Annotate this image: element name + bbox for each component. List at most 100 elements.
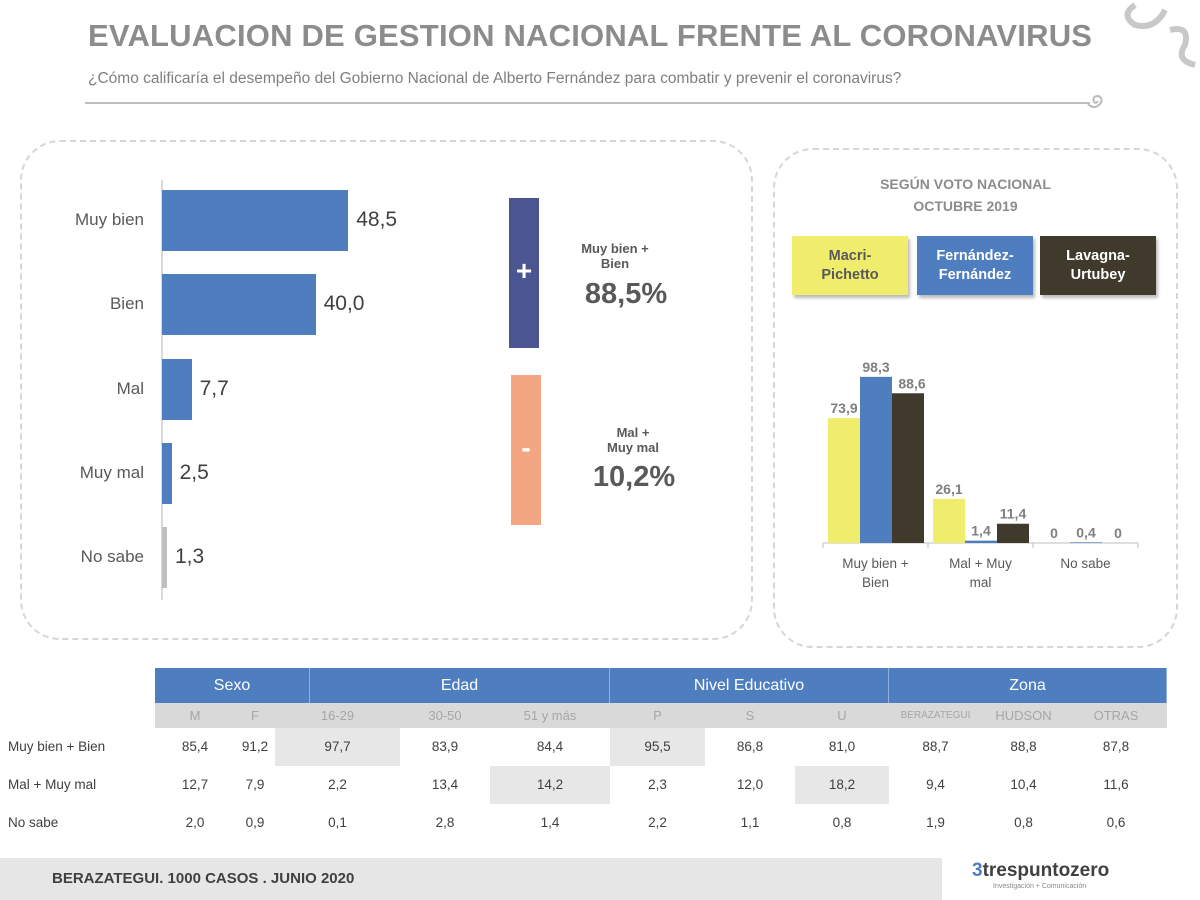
table-column-header: HUDSON (982, 703, 1065, 728)
footer-text: BERAZATEGUI. 1000 CASOS . JUNIO 2020 (52, 870, 355, 887)
table-cell: 0,9 (245, 815, 265, 830)
table-cell: 18,2 (795, 766, 889, 804)
table-column-header: U (795, 703, 889, 728)
bar (162, 527, 167, 589)
category-label: Muy bien (75, 210, 144, 229)
vote-chart-title-line2: OCTUBRE 2019 (913, 198, 1018, 214)
data-label: 73,9 (830, 400, 857, 416)
legend-label-line1: Lavagna- (1066, 247, 1130, 264)
table-cell: 10,4 (1010, 777, 1037, 792)
category-label: Muy mal (79, 462, 144, 482)
plus-icon: + (515, 255, 533, 286)
legend-item: Macri- Pichetto (792, 236, 908, 295)
value-label: 7,7 (199, 376, 229, 400)
positive-label-line1: Muy bien + (581, 241, 649, 256)
value-label: 48,5 (356, 208, 398, 231)
legend-label-line2: Pichetto (821, 266, 879, 283)
vote-chart-title-line1: SEGÚN VOTO NACIONAL (880, 176, 1051, 192)
minus-icon: - (521, 432, 531, 463)
legend-item: Fernández- Fernández (917, 236, 1033, 295)
table-column-header: 51 y más (490, 703, 610, 728)
table-column-header: P (610, 703, 705, 728)
table-cell: 88,8 (1010, 739, 1037, 754)
bar (162, 358, 192, 420)
table-cell: 91,2 (241, 739, 269, 754)
data-label: 0 (1114, 525, 1122, 541)
table-group-header: Sexo (155, 668, 310, 703)
legend-label: Fernández- Fernández (936, 247, 1013, 285)
bar (997, 523, 1029, 543)
overall-panel (20, 140, 753, 640)
table-column-header: OTRAS (1065, 703, 1167, 728)
data-label: 11,4 (1000, 506, 1027, 522)
negative-label-line2: Muy mal (606, 440, 659, 455)
table-cell: 11,6 (1103, 777, 1129, 792)
legend-label-line1: Fernández- (936, 247, 1014, 264)
table-column-header: S (705, 703, 795, 728)
data-label: 98,3 (862, 359, 889, 375)
table-cell: 9,4 (926, 777, 945, 792)
data-label: 88,6 (898, 375, 925, 391)
table-cell: 0,1 (328, 815, 347, 830)
table-group-header: Nivel Educativo (610, 668, 889, 703)
table-cell: 95,5 (610, 728, 705, 766)
table-cell: 84,4 (536, 739, 564, 754)
row-label: Mal + Muy mal (8, 777, 97, 792)
positive-label-line2: Bien (600, 256, 630, 271)
table-cell: 88,7 (922, 739, 949, 754)
table-cell: 0,8 (832, 815, 852, 830)
page-title: EVALUACION DE GESTION NACIONAL FRENTE AL… (88, 18, 1093, 53)
row-label: No sabe (8, 815, 59, 830)
category-label: No sabe (80, 547, 144, 567)
table-group-header: Zona (889, 668, 1167, 703)
bar (1070, 542, 1102, 543)
negative-value: 10,2% (592, 461, 676, 493)
logo-tagline: Investigación + Comunicación (993, 883, 1087, 890)
table-cell: 12,7 (181, 777, 209, 792)
table-column-header: 16-29 (275, 703, 400, 728)
category-label: Muy bien + (842, 556, 909, 571)
logo-text: 3trespuntozero (972, 860, 1110, 881)
legend-label: Macri- Pichetto (821, 247, 878, 285)
table-cell: 0,8 (1014, 815, 1033, 830)
row-label: Muy bien + Bien (8, 739, 106, 754)
bar (965, 540, 997, 543)
value-label: 40,0 (323, 292, 365, 316)
table-cell: 81,0 (828, 739, 856, 754)
table-cell: 0,6 (1106, 815, 1126, 830)
table-cell: 1,1 (740, 815, 760, 830)
bar (933, 498, 965, 543)
legend-item: Lavagna- Urtubey (1040, 236, 1156, 295)
legend-label-line2: Urtubey (1070, 266, 1126, 283)
category-label: mal (970, 575, 992, 590)
bar (892, 393, 924, 543)
table-cell: 87,8 (1102, 739, 1130, 754)
table-cell: 2,2 (328, 777, 347, 792)
negative-indicator (511, 375, 541, 525)
legend-label: Lavagna- Urtubey (1066, 247, 1130, 285)
negative-label-line1: Mal + (616, 425, 650, 440)
category-label: Bien (109, 294, 144, 314)
vote-panel (773, 148, 1178, 648)
table-cell: 7,9 (245, 777, 265, 792)
table-column-header: F (235, 703, 275, 728)
data-label: 0,4 (1076, 524, 1096, 540)
table-cell: 97,7 (275, 728, 400, 766)
table-cell: 12,0 (736, 777, 764, 792)
category-label: Bien (862, 575, 889, 590)
table-cell: 85,4 (181, 739, 209, 754)
vote-bar-chart: 73,9 98,3 88,6 Muy bien + Bien 26,1 1,4 11,4 Mal… (822, 359, 1139, 590)
bar (162, 274, 316, 336)
data-label: 0 (1050, 525, 1058, 541)
positive-value: 88,5% (584, 278, 668, 310)
table-cell: 86,8 (736, 739, 764, 754)
table-column-header: 30-50 (400, 703, 490, 728)
bar (162, 442, 172, 504)
table-cell: 83,9 (431, 739, 459, 754)
legend-label-line1: Macri- (828, 247, 872, 264)
bar (828, 418, 860, 543)
divider (85, 102, 1090, 104)
table-group-header: Edad (310, 668, 610, 703)
footer-bar (0, 858, 942, 900)
page-subtitle: ¿Cómo calificaría el desempeño del Gobie… (88, 70, 902, 87)
